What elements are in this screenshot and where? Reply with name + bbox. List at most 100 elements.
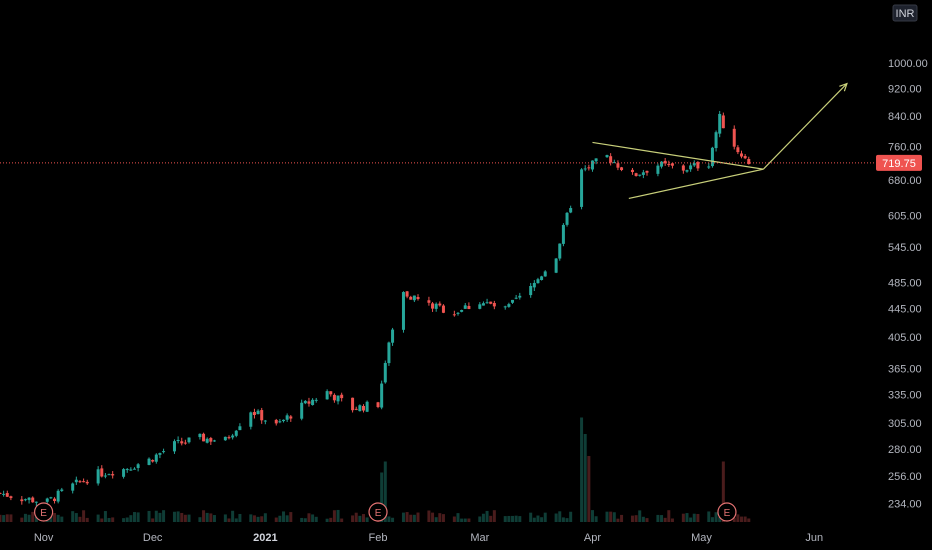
volume-bar bbox=[707, 511, 711, 522]
volume-bar bbox=[732, 517, 736, 522]
volume-bar bbox=[594, 516, 598, 522]
volume-bar bbox=[136, 512, 140, 522]
candle-body bbox=[605, 155, 609, 158]
volume-bar bbox=[285, 515, 289, 522]
candle-body bbox=[23, 499, 27, 501]
currency-label: INR bbox=[896, 8, 915, 20]
candle-body bbox=[638, 174, 642, 176]
price-axis[interactable]: 1000.00 920.00 840.00 760.00 680.00 605.00 545… bbox=[876, 0, 932, 550]
candle-body bbox=[263, 420, 267, 422]
candle-body bbox=[20, 499, 24, 502]
candle-body bbox=[663, 160, 667, 164]
volume-bar bbox=[718, 517, 722, 522]
volume-bar bbox=[365, 517, 369, 522]
candle-body bbox=[85, 481, 89, 484]
price-tick-label: 605.00 bbox=[888, 210, 922, 222]
candle-body bbox=[391, 329, 395, 343]
candle-body bbox=[132, 468, 136, 470]
candle-body bbox=[740, 153, 744, 157]
volume-bar bbox=[180, 512, 184, 522]
time-tick-label: Mar bbox=[470, 532, 489, 544]
candle-body bbox=[205, 438, 209, 443]
volume-bar bbox=[460, 518, 464, 522]
projection-arrow-head bbox=[839, 82, 848, 92]
candle-body bbox=[53, 498, 57, 502]
volume-bar bbox=[85, 517, 89, 522]
candle-body bbox=[332, 394, 336, 401]
triangle-upper-line bbox=[592, 141, 764, 170]
price-tick-label: 405.00 bbox=[888, 332, 922, 344]
volume-bar bbox=[663, 517, 667, 522]
candle-body bbox=[260, 410, 264, 421]
candle-body bbox=[641, 172, 645, 175]
volume-bar bbox=[740, 516, 744, 522]
candle-body bbox=[340, 394, 344, 399]
triangle-pattern bbox=[592, 82, 848, 200]
candle-body bbox=[103, 475, 107, 477]
earnings-marker[interactable]: E bbox=[34, 502, 54, 522]
time-axis[interactable]: Nov Dec 2021 Feb Mar Apr May Jun bbox=[34, 532, 823, 544]
price-tick-label: 445.00 bbox=[888, 304, 922, 316]
candle-body bbox=[441, 305, 445, 313]
volume-bar bbox=[172, 511, 176, 522]
candle-body bbox=[696, 162, 700, 169]
volume-bar bbox=[405, 512, 409, 522]
currency-selector[interactable]: INR bbox=[892, 4, 918, 22]
candle-body bbox=[307, 401, 311, 404]
candle-body bbox=[583, 168, 587, 170]
candle-body bbox=[376, 402, 380, 408]
earnings-marker[interactable]: E bbox=[368, 502, 388, 522]
volume-bar bbox=[300, 517, 304, 522]
earnings-marker[interactable]: E bbox=[717, 502, 737, 522]
volume-bar bbox=[736, 514, 740, 522]
candle-body bbox=[714, 132, 718, 149]
volume-bar bbox=[212, 515, 216, 522]
volume-bar bbox=[278, 515, 282, 522]
candle-body bbox=[514, 297, 518, 299]
volume-bar bbox=[485, 510, 489, 522]
candle-body bbox=[569, 208, 573, 213]
volume-bar bbox=[692, 513, 696, 522]
candle-body bbox=[434, 303, 438, 309]
candle-body bbox=[249, 412, 253, 427]
candle-body bbox=[405, 291, 409, 297]
volume-bar bbox=[540, 517, 544, 522]
volume-bar bbox=[311, 514, 315, 522]
candle-body bbox=[594, 158, 598, 162]
candle-body bbox=[329, 391, 333, 395]
candle-body bbox=[358, 405, 362, 412]
volume-bar bbox=[463, 518, 467, 522]
volume-bar bbox=[387, 516, 391, 522]
volume-bar bbox=[9, 514, 13, 522]
volume-bar bbox=[260, 516, 264, 522]
candle-body bbox=[176, 439, 180, 442]
candle-body bbox=[162, 451, 166, 453]
volume-bar bbox=[122, 518, 126, 522]
volume-bar bbox=[263, 513, 267, 522]
volume-bar bbox=[667, 510, 671, 522]
volume-bar bbox=[2, 515, 6, 522]
volume-bar bbox=[412, 514, 416, 522]
candle-body bbox=[151, 459, 155, 462]
volume-bar bbox=[151, 518, 155, 522]
candle-body bbox=[489, 301, 493, 304]
earnings-marker-circle bbox=[34, 502, 54, 522]
volume-bar bbox=[158, 512, 162, 522]
candle-body bbox=[300, 402, 304, 419]
candle-body bbox=[202, 433, 206, 442]
volume-bar bbox=[681, 513, 685, 522]
volume-bar bbox=[358, 515, 362, 522]
candle-body bbox=[660, 161, 664, 167]
volume-bar bbox=[409, 514, 413, 522]
candle-body bbox=[685, 170, 689, 172]
volume-bar bbox=[554, 513, 558, 522]
volume-bar bbox=[23, 513, 27, 522]
volume-bar bbox=[489, 515, 493, 522]
candle-body bbox=[34, 501, 38, 503]
price-tick-label: 485.00 bbox=[888, 277, 922, 289]
price-axis-bg bbox=[876, 0, 932, 550]
candle-body bbox=[78, 481, 82, 483]
candle-body bbox=[721, 115, 725, 129]
price-tick-label: 840.00 bbox=[888, 111, 922, 123]
